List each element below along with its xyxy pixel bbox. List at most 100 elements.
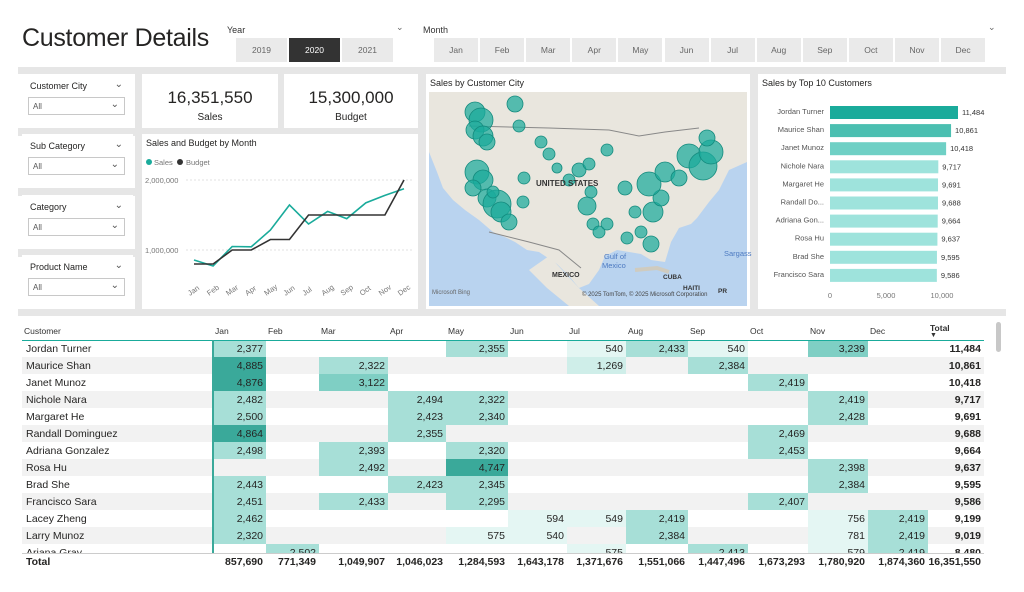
- map-city-bubble[interactable]: [464, 179, 482, 197]
- product-name-select[interactable]: All ⌄: [28, 278, 125, 296]
- map-city-bubble[interactable]: [517, 171, 531, 185]
- table-row[interactable]: Larry Munoz 2,320 575 540 2,384 781 2,419 9,019: [22, 527, 984, 544]
- bar-mark[interactable]: [830, 160, 939, 174]
- category-select[interactable]: All ⌄: [28, 218, 125, 236]
- bar-mark[interactable]: [830, 142, 947, 156]
- month-slicer-chevron-icon[interactable]: ⌄: [988, 22, 996, 32]
- column-header-may[interactable]: May: [446, 322, 508, 340]
- year-slicer-chevron-icon[interactable]: ⌄: [396, 22, 404, 32]
- month-button-dec[interactable]: Dec: [941, 38, 986, 62]
- bar-mark[interactable]: [830, 250, 937, 264]
- map-city-bubble[interactable]: [698, 129, 716, 147]
- table-row[interactable]: Jordan Turner 2,377 2,355 540 2,433 540 3,239 1…: [22, 340, 984, 357]
- chevron-down-icon[interactable]: ⌄: [114, 200, 123, 211]
- table-row[interactable]: Maurice Shan 4,885 2,322 1,269 2,384 10,861: [22, 357, 984, 374]
- year-button-2019[interactable]: 2019: [236, 38, 287, 62]
- map-city-bubble[interactable]: [642, 235, 660, 253]
- table-row[interactable]: Adriana Gonzalez 2,498 2,393 2,320 2,453 9,66…: [22, 442, 984, 459]
- bar-mark[interactable]: [830, 214, 938, 228]
- month-button-mar[interactable]: Mar: [526, 38, 571, 62]
- map-city-bubble[interactable]: [652, 189, 670, 207]
- map-city-bubble[interactable]: [551, 162, 563, 174]
- filter-sub-category[interactable]: Sub Category ⌄ All ⌄: [22, 134, 133, 186]
- filter-category[interactable]: Category ⌄ All ⌄: [22, 195, 133, 247]
- chevron-down-icon[interactable]: ⌄: [114, 260, 123, 271]
- column-header-oct[interactable]: Oct: [748, 322, 808, 340]
- map-city-bubble[interactable]: [562, 173, 576, 187]
- map-city-bubble[interactable]: [571, 162, 587, 178]
- customer-city-select[interactable]: All ⌄: [28, 97, 125, 115]
- month-button-jun[interactable]: Jun: [664, 38, 709, 62]
- matrix-scrollbar[interactable]: [996, 322, 1001, 352]
- line-series-sales[interactable]: [193, 188, 405, 267]
- bar-mark[interactable]: [830, 268, 937, 282]
- map-city-bubble[interactable]: [634, 225, 648, 239]
- map-city-bubble[interactable]: [478, 133, 496, 151]
- bar-mark[interactable]: [830, 232, 938, 246]
- map-city-bubble[interactable]: [506, 95, 524, 113]
- month-button-oct[interactable]: Oct: [848, 38, 893, 62]
- column-header-mar[interactable]: Mar: [319, 322, 388, 340]
- table-row[interactable]: Janet Munoz 4,876 3,122 2,419 10,418: [22, 374, 984, 391]
- bar-mark[interactable]: [830, 178, 939, 192]
- filter-customer-city[interactable]: Customer City ⌄ All ⌄: [22, 74, 133, 126]
- sub-category-select[interactable]: All ⌄: [28, 157, 125, 175]
- map-city-bubble[interactable]: [582, 157, 596, 171]
- column-header-apr[interactable]: Apr: [388, 322, 446, 340]
- table-row[interactable]: Ariana Gray 2,502 575 2,413 579 2,419 8,480: [22, 544, 984, 553]
- column-header-jul[interactable]: Jul: [567, 322, 626, 340]
- sales-budget-line-chart[interactable]: Sales and Budget by Month Sales Budget 2…: [142, 134, 418, 309]
- table-row[interactable]: Nichole Nara 2,482 2,494 2,322 2,419 9,717: [22, 391, 984, 408]
- bar-mark[interactable]: [830, 106, 958, 119]
- table-row[interactable]: Brad She 2,443 2,423 2,345 2,384 9,595: [22, 476, 984, 493]
- table-row[interactable]: Rosa Hu 2,492 4,747 2,398 9,637: [22, 459, 984, 476]
- column-header-total[interactable]: Total ▼: [928, 322, 984, 340]
- month-button-jan[interactable]: Jan: [434, 38, 478, 62]
- filter-product-name[interactable]: Product Name ⌄ All ⌄: [22, 255, 133, 307]
- matrix-viewport[interactable]: Customer Jan Feb Mar Apr May Jun Jul Aug Sep Oct No…: [22, 322, 984, 553]
- column-header-aug[interactable]: Aug: [626, 322, 688, 340]
- map-city-bubble[interactable]: [600, 217, 614, 231]
- month-button-jul[interactable]: Jul: [710, 38, 755, 62]
- top-customers-bar-chart[interactable]: Sales by Top 10 Customers Jordan Turner 1…: [758, 74, 1006, 309]
- month-button-nov[interactable]: Nov: [895, 38, 939, 62]
- year-button-2020[interactable]: 2020: [289, 38, 340, 62]
- column-header-sep[interactable]: Sep: [688, 322, 748, 340]
- map-city-bubble[interactable]: [500, 213, 518, 231]
- chevron-down-icon[interactable]: ⌄: [114, 79, 123, 90]
- bar-mark[interactable]: [830, 124, 952, 138]
- map-city-bubble[interactable]: [577, 196, 597, 216]
- map-city-bubble[interactable]: [512, 119, 526, 133]
- month-button-apr[interactable]: Apr: [572, 38, 617, 62]
- map-city-bubble[interactable]: [592, 225, 606, 239]
- table-row[interactable]: Lacey Zheng 2,462 594 549 2,419 756 2,419 9,199: [22, 510, 984, 527]
- month-button-feb[interactable]: Feb: [480, 38, 525, 62]
- table-row[interactable]: Randall Dominguez 4,864 2,355 2,469 9,688: [22, 425, 984, 442]
- map-city-bubble[interactable]: [642, 201, 664, 223]
- month-button-sep[interactable]: Sep: [802, 38, 847, 62]
- column-header-jun[interactable]: Jun: [508, 322, 567, 340]
- chevron-down-icon[interactable]: ⌄: [114, 139, 123, 150]
- month-button-aug[interactable]: Aug: [756, 38, 801, 62]
- bar-mark[interactable]: [830, 196, 938, 210]
- column-header-dec[interactable]: Dec: [868, 322, 928, 340]
- line-series-budget[interactable]: [194, 179, 405, 265]
- map-city-bubble[interactable]: [620, 231, 634, 245]
- map-city-bubble[interactable]: [542, 147, 556, 161]
- map-city-bubble[interactable]: [516, 195, 530, 209]
- column-header-feb[interactable]: Feb: [266, 322, 319, 340]
- map-city-bubble[interactable]: [584, 185, 598, 199]
- column-header-jan[interactable]: Jan: [213, 322, 266, 340]
- month-button-may[interactable]: May: [618, 38, 663, 62]
- sales-map-card[interactable]: Sales by Customer City UNITED STATES MEX…: [426, 74, 752, 309]
- map-city-bubble[interactable]: [617, 180, 633, 196]
- map-city-bubble[interactable]: [600, 143, 614, 157]
- map-canvas[interactable]: [429, 92, 747, 306]
- map-city-bubble[interactable]: [670, 169, 688, 187]
- column-header-customer[interactable]: Customer: [22, 322, 213, 340]
- map-city-bubble[interactable]: [628, 205, 642, 219]
- map-city-bubble[interactable]: [534, 135, 548, 149]
- table-row[interactable]: Francisco Sara 2,451 2,433 2,295 2,407 9,586: [22, 493, 984, 510]
- table-row[interactable]: Margaret He 2,500 2,423 2,340 2,428 9,691: [22, 408, 984, 425]
- year-button-2021[interactable]: 2021: [342, 38, 393, 62]
